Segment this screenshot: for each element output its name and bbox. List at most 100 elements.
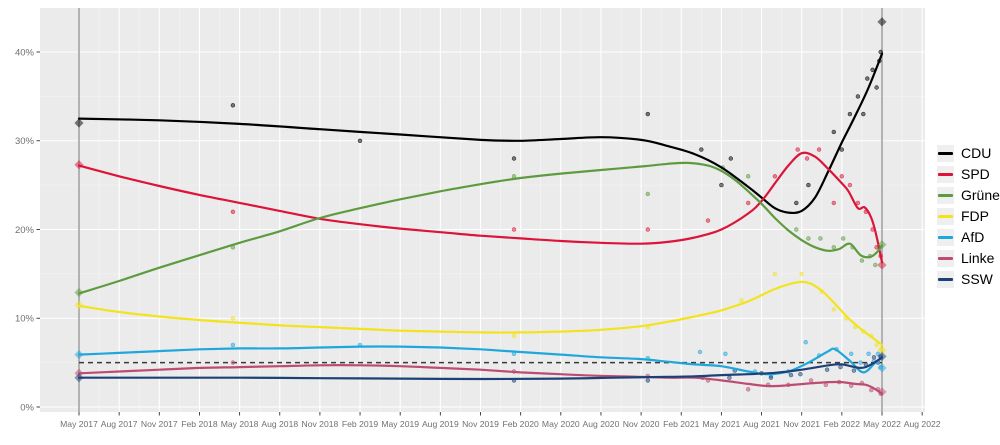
chart-legend: CDU SPD Grüne FDP AfD Linke SSW: [937, 143, 1000, 290]
legend-key-cdu: [937, 145, 954, 162]
x-tick-label: Aug 2022: [904, 419, 941, 429]
poll-point-cdu: [511, 156, 517, 161]
poll-point-spd: [511, 227, 517, 232]
polls-spd: [230, 147, 883, 259]
poll-point-fdp: [874, 342, 879, 348]
poll-point-afd: [230, 342, 236, 348]
election-result-2017-ssw: [74, 373, 84, 383]
x-tick-label: Nov 2017: [141, 419, 178, 429]
poll-point-cdu: [645, 111, 650, 117]
legend-label-gruene: Grüne: [961, 187, 1000, 203]
election-result-2022-spd: [877, 260, 887, 270]
poll-point-gruene: [794, 227, 799, 232]
poll-point-linke: [823, 382, 828, 387]
legend-keyline-ssw: [938, 278, 953, 281]
x-tick-label: May 2022: [863, 419, 901, 429]
election-result-2022-ssw: [877, 351, 887, 362]
x-tick-label: Nov 2020: [623, 419, 660, 429]
poll-point-spd: [839, 174, 844, 179]
poll-point-ssw: [798, 372, 803, 377]
x-tick-label: Nov 2019: [462, 419, 499, 429]
legend-keyline-gruene: [938, 194, 953, 197]
poll-point-linke: [869, 387, 874, 393]
legend-keyline-linke: [938, 257, 953, 260]
legend-key-fdp: [937, 208, 954, 225]
poll-point-gruene: [859, 258, 865, 263]
poll-point-spd: [855, 200, 861, 206]
poll-point-spd: [795, 147, 800, 152]
poll-point-spd: [230, 209, 236, 215]
poll-point-cdu: [855, 94, 861, 99]
poll-point-fdp: [772, 271, 778, 277]
poll-point-ssw: [788, 372, 794, 378]
poll-point-afd: [723, 351, 728, 356]
y-tick-label: 20%: [15, 225, 35, 236]
poll-point-ssw: [645, 378, 650, 383]
poll-point-cdu: [728, 156, 733, 161]
poll-point-cdu: [870, 67, 875, 73]
election-result-2017-fdp: [74, 300, 84, 310]
poll-point-spd: [745, 200, 751, 206]
x-tick-label: Aug 2018: [261, 419, 298, 429]
poll-point-spd: [645, 227, 650, 232]
poll-point-afd: [803, 340, 808, 345]
poll-point-ssw: [768, 375, 774, 380]
poll-point-ssw: [824, 367, 830, 372]
poll-point-gruene: [806, 236, 811, 241]
poll-point-gruene: [840, 236, 846, 241]
poll-point-cdu: [874, 85, 879, 90]
y-axis: 0% 10% 20% 30% 40%: [15, 47, 40, 413]
poll-point-linke: [230, 360, 236, 365]
legend-item-fdp: FDP: [937, 206, 1000, 227]
x-tick-label: Feb 2020: [502, 419, 539, 429]
x-axis: May 2017 Aug 2017 Nov 2017 Feb 2018 May 2018…: [60, 412, 941, 429]
trend-line-gruene: [77, 161, 884, 295]
poll-point-spd: [772, 174, 778, 179]
x-tick-label: Aug 2017: [101, 419, 138, 429]
trend-line-linke: [77, 364, 884, 395]
x-tick-label: Nov 2021: [783, 419, 820, 429]
election-result-2022-afd: [877, 363, 887, 373]
x-tick-label: Feb 2022: [824, 419, 861, 429]
legend-label-spd: SPD: [961, 166, 990, 182]
poll-point-cdu: [357, 138, 363, 144]
poll-point-fdp: [799, 271, 804, 277]
trend-line-afd: [77, 345, 884, 376]
poll-point-gruene: [818, 236, 823, 241]
poll-point-afd: [866, 351, 871, 356]
x-tick-label: Aug 2019: [422, 419, 459, 429]
y-tick-label: 30%: [15, 136, 35, 147]
trend-line-spd: [77, 151, 884, 264]
legend-key-gruene: [937, 187, 954, 204]
poll-point-afd: [875, 351, 881, 356]
trend-line-ssw: [77, 356, 884, 381]
legend-item-cdu: CDU: [937, 143, 1000, 164]
poll-point-fdp: [511, 333, 517, 339]
trend-line-fdp: [77, 280, 884, 346]
poll-point-afd: [858, 360, 863, 365]
election-result-2022-gruene: [877, 239, 887, 250]
poll-point-spd: [804, 156, 810, 161]
poll-point-gruene: [831, 245, 836, 250]
poll-point-ssw: [851, 368, 857, 373]
election-result-2022-linke: [877, 387, 887, 397]
legend-keyline-cdu: [938, 152, 953, 155]
poll-point-gruene: [873, 262, 878, 268]
legend-key-ssw: [937, 271, 954, 288]
poll-point-gruene: [645, 191, 650, 197]
poll-point-afd: [697, 349, 703, 355]
poll-point-spd: [847, 182, 853, 188]
legend-item-ssw: SSW: [937, 269, 1000, 290]
election-result-2017-gruene: [74, 287, 84, 298]
x-tick-label: May 2021: [703, 419, 741, 429]
legend-keyline-afd: [938, 236, 953, 239]
poll-point-cdu: [794, 200, 799, 206]
y-tick-label: 0%: [20, 402, 34, 413]
legend-item-gruene: Grüne: [937, 185, 1000, 206]
poll-point-fdp: [739, 298, 744, 303]
poll-point-ssw: [871, 355, 877, 360]
poll-point-linke: [808, 378, 814, 383]
x-tick-label: Nov 2018: [302, 419, 339, 429]
